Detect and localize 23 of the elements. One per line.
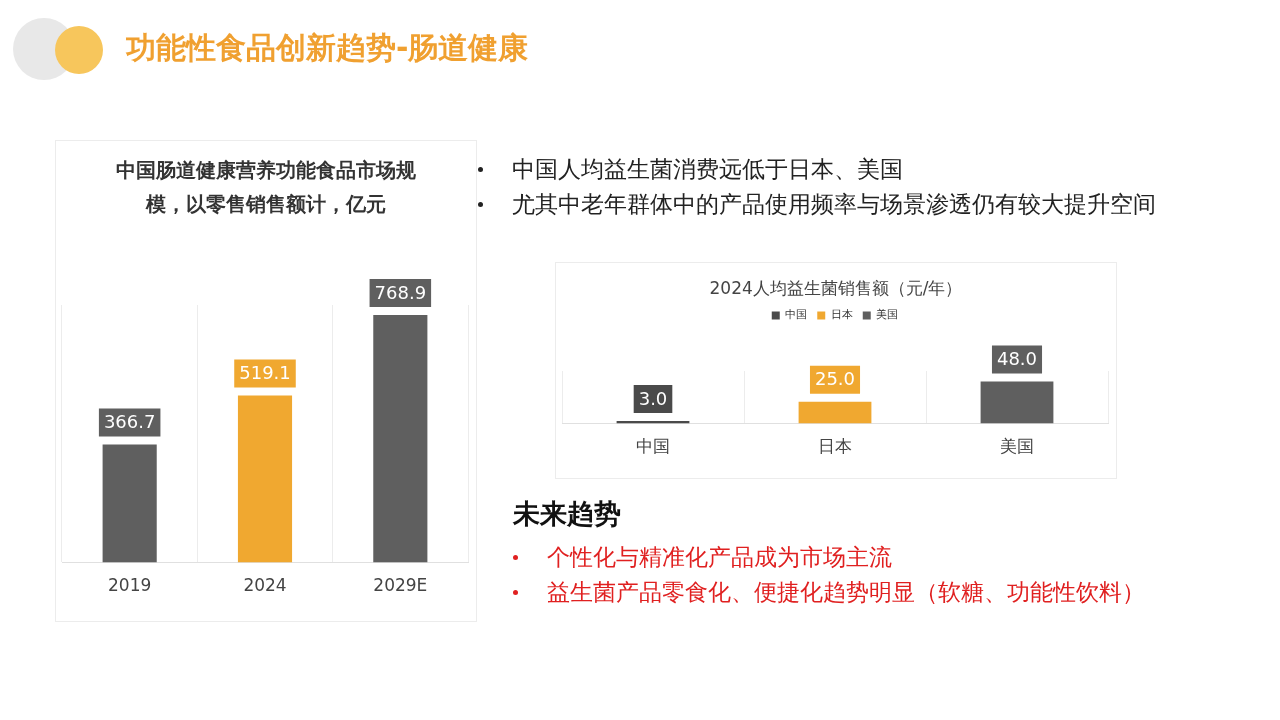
data-label: 48.0 xyxy=(996,348,1038,370)
chart-title: 2024人均益生菌销售额（元/年） xyxy=(708,277,964,300)
legend-label: 美国 xyxy=(876,308,899,322)
chart-title: 中国肠道健康营养功能食品市场规模，以零售销售额计，亿元 xyxy=(115,157,417,218)
x-tick-label: 日本 xyxy=(818,436,852,457)
legend-label: 日本 xyxy=(830,308,853,322)
text: 中国人均益生菌消费远低于日本、美国 xyxy=(512,155,903,184)
text: 益生菌产品零食化、便捷化趋势明显（软糖、功能性饮料） xyxy=(547,578,1145,607)
legend-label: 中国 xyxy=(785,308,808,322)
text: 未来趋势 xyxy=(513,497,621,531)
text: 尤其中老年群体中的产品使用频率与场景渗透仍有较大提升空间 xyxy=(512,190,1156,219)
x-tick-label: 中国 xyxy=(636,436,670,457)
x-tick-label: 2024 xyxy=(243,575,287,596)
data-label: 25.0 xyxy=(814,368,856,390)
text: 个性化与精准化产品成为市场主流 xyxy=(547,543,892,572)
text: 功能性食品创新趋势-肠道健康 xyxy=(126,29,529,67)
data-label: 768.9 xyxy=(374,281,427,303)
x-tick-label: 2029E xyxy=(373,575,428,596)
data-label: 3.0 xyxy=(638,387,668,409)
x-tick-label: 美国 xyxy=(1000,436,1034,457)
data-label: 366.7 xyxy=(103,411,156,433)
x-tick-label: 2019 xyxy=(108,575,152,596)
data-label: 519.1 xyxy=(239,362,291,384)
